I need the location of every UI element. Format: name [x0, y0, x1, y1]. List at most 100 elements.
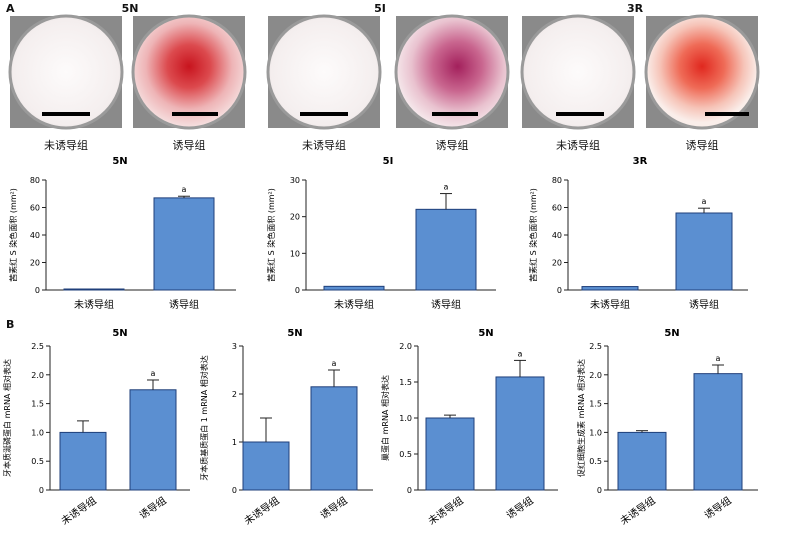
- chart-staining-3r: 3R 茜素红 S 染色面积 (mm²) 0 20 40 60 80 未诱导组 a 诱导组: [528, 156, 748, 311]
- y-tick-label: 2.0: [31, 371, 44, 380]
- y-tick-label: 0: [39, 486, 44, 495]
- bar: [129, 389, 177, 491]
- category-label: 诱导组: [431, 298, 461, 311]
- y-tick-label: 2.0: [589, 371, 602, 380]
- category-label: 诱导组: [137, 494, 169, 522]
- dish-3r-induced: [644, 14, 760, 130]
- chart-title: 5N: [478, 328, 493, 339]
- culture-dish-photos: [8, 14, 760, 130]
- y-tick-label: 0: [35, 286, 40, 295]
- bar: [495, 376, 545, 491]
- y-tick-label: 1.0: [399, 414, 412, 423]
- y-tick-label: 20: [552, 259, 562, 268]
- chart-title: 5N: [287, 328, 302, 339]
- y-tick-label: 80: [30, 176, 40, 185]
- dish-5i-uninduced: [266, 14, 382, 130]
- category-label: 诱导组: [318, 494, 350, 522]
- chart-dspp-mrna: 5N 牙本质涎磷蛋白 mRNA 相对表达 0 0.5 1.0 1.5 2.0 2.5 未诱导组 a…: [2, 328, 190, 527]
- category-label: 未诱导组: [334, 298, 374, 311]
- photo-group-title-5i: 5I: [374, 2, 386, 15]
- category-label: 未诱导组: [590, 298, 630, 311]
- bar: [59, 431, 107, 491]
- y-tick-label: 40: [552, 231, 562, 240]
- chart-epo-mrna: 5N 促红细胞生成素 mRNA 相对表达 0 0.5 1.0 1.5 2.0 2.5 未诱导组 a…: [576, 328, 758, 528]
- chart-nestin-mrna: 5N 巢蛋白 mRNA 相对表达 0 0.5 1.0 1.5 2.0 未诱导组 a 诱导组: [380, 328, 558, 528]
- y-tick-label: 60: [552, 204, 562, 213]
- bar: [617, 431, 667, 491]
- category-label: 诱导组: [504, 494, 536, 522]
- y-tick-label: 0: [597, 486, 602, 495]
- y-tick-label: 2.5: [31, 342, 44, 351]
- bar: [415, 208, 477, 291]
- significance-label: a: [444, 183, 449, 192]
- y-tick-label: 20: [30, 259, 40, 268]
- bar: [693, 373, 743, 491]
- y-tick-label: 1.0: [31, 428, 44, 437]
- photo-caption-5n-induced: 诱导组: [172, 139, 206, 152]
- photo-caption-3r-induced: 诱导组: [685, 139, 719, 152]
- category-label: 未诱导组: [425, 494, 465, 528]
- y-tick-label: 2.0: [399, 342, 412, 351]
- category-label: 未诱导组: [241, 494, 281, 528]
- y-axis-label: 茜素红 S 染色面积 (mm²): [528, 188, 538, 282]
- y-tick-label: 0: [295, 286, 300, 295]
- dish-5n-uninduced: [8, 14, 124, 130]
- bar: [242, 441, 290, 491]
- photo-caption-3r-uninduced: 未诱导组: [556, 139, 600, 152]
- significance-label: a: [716, 354, 721, 363]
- photo-caption-5n-uninduced: 未诱导组: [44, 139, 88, 152]
- photo-group-title-3r: 3R: [626, 2, 644, 15]
- category-label: 诱导组: [702, 494, 734, 522]
- y-tick-label: 0: [232, 486, 237, 495]
- y-tick-label: 10: [290, 249, 300, 258]
- significance-label: a: [332, 359, 337, 368]
- y-tick-label: 0: [557, 286, 562, 295]
- chart-title: 3R: [633, 156, 648, 167]
- y-tick-label: 1: [232, 438, 237, 447]
- y-tick-label: 2.5: [589, 342, 602, 351]
- category-label: 诱导组: [169, 298, 199, 311]
- y-tick-label: 2: [232, 390, 237, 399]
- y-axis-label: 牙本质涎磷蛋白 mRNA 相对表达: [2, 359, 12, 477]
- bar: [310, 386, 358, 491]
- significance-label: a: [702, 197, 707, 206]
- significance-label: a: [182, 185, 187, 194]
- chart-staining-5i: 5I 茜素红 S 染色面积 (mm²) 0 10 20 30 未诱导组 a 诱导组: [266, 156, 496, 311]
- y-axis-label: 茜素红 S 染色面积 (mm²): [266, 188, 276, 282]
- y-tick-label: 20: [290, 213, 300, 222]
- panel-label-a: A: [6, 2, 15, 15]
- chart-staining-5n: 5N 茜素红 S 染色面积 (mm²) 0 20 40 60 80 未诱导组 a 诱导组: [8, 156, 236, 311]
- significance-label: a: [151, 369, 156, 378]
- chart-title: 5I: [383, 156, 394, 167]
- y-tick-label: 0.5: [399, 450, 412, 459]
- bar: [581, 286, 639, 291]
- y-tick-label: 60: [30, 204, 40, 213]
- y-axis-label: 牙本质基质蛋白 1 mRNA 相对表达: [199, 355, 209, 481]
- dish-3r-uninduced: [520, 14, 636, 130]
- y-tick-label: 1.0: [589, 428, 602, 437]
- bar: [675, 212, 733, 291]
- y-tick-label: 30: [290, 176, 300, 185]
- category-label: 未诱导组: [617, 494, 657, 528]
- photo-caption-5i-induced: 诱导组: [435, 139, 469, 152]
- y-axis-label: 茜素红 S 染色面积 (mm²): [8, 188, 18, 282]
- bar: [425, 417, 475, 491]
- y-tick-label: 3: [232, 342, 237, 351]
- bar: [63, 288, 125, 291]
- chart-dmp1-mrna: 5N 牙本质基质蛋白 1 mRNA 相对表达 0 1 2 3 未诱导组 a 诱导组: [199, 328, 373, 528]
- y-tick-label: 0: [407, 486, 412, 495]
- photo-caption-5i-uninduced: 未诱导组: [302, 139, 346, 152]
- y-tick-label: 0.5: [31, 457, 44, 466]
- y-axis-label: 巢蛋白 mRNA 相对表达: [380, 375, 390, 461]
- category-label: 未诱导组: [74, 298, 114, 311]
- y-axis-label: 促红细胞生成素 mRNA 相对表达: [576, 359, 586, 477]
- y-tick-label: 0.5: [589, 457, 602, 466]
- chart-title: 5N: [112, 328, 127, 339]
- panel-label-b: B: [6, 318, 15, 331]
- y-tick-label: 40: [30, 231, 40, 240]
- y-tick-label: 1.5: [399, 378, 412, 387]
- chart-title: 5N: [112, 156, 127, 167]
- dish-5n-induced: [131, 14, 247, 130]
- photo-group-title-5n: 5N: [121, 2, 139, 15]
- bar: [323, 285, 385, 291]
